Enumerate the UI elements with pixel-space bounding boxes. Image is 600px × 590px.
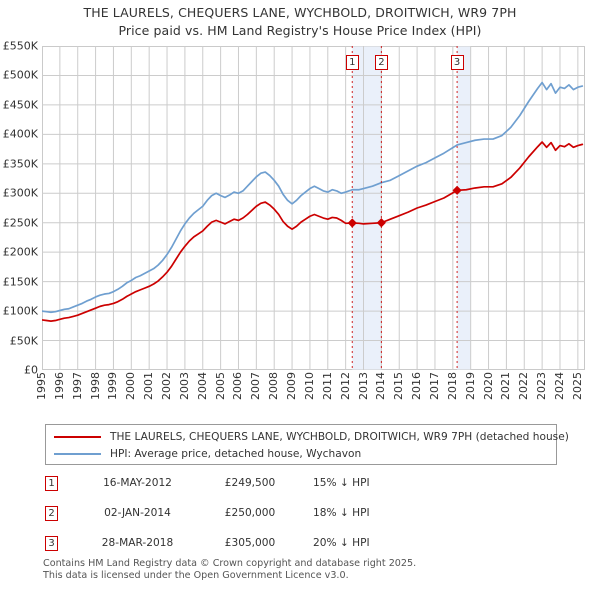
- y-axis-tick-label: £0: [24, 363, 38, 377]
- x-axis-tick-label: 2021: [499, 372, 513, 400]
- x-axis-tick-label: 2025: [570, 372, 584, 400]
- x-axis-tick-label: 2006: [231, 372, 245, 400]
- x-axis-tick-label: 1998: [88, 372, 102, 400]
- x-axis-tick-label: 2004: [195, 372, 209, 400]
- y-axis-labels: £0 £50K £100K £150K £200K £250K £300K £350K £400…: [0, 40, 38, 377]
- y-axis-tick-label: £50K: [9, 334, 38, 348]
- transaction-marker-1: 1: [45, 476, 58, 491]
- x-axis-tick-label: 2005: [213, 372, 227, 400]
- footer-attribution: Contains HM Land Registry data © Crown c…: [43, 558, 583, 581]
- x-axis-tick-label: 2022: [517, 372, 531, 400]
- x-axis-tick-label: 2020: [481, 372, 495, 400]
- legend-label-hpi: HPI: Average price, detached house, Wych…: [110, 447, 362, 460]
- transaction-date-1: 16-MAY-2012: [103, 477, 172, 489]
- x-axis-tick-label: 2015: [392, 372, 406, 400]
- chart-legend: THE LAURELS, CHEQUERS LANE, WYCHBOLD, DR…: [45, 424, 569, 465]
- y-axis-tick-label: £300K: [2, 186, 38, 200]
- plot-background: [42, 46, 585, 370]
- y-axis-tick-label: £450K: [2, 98, 38, 112]
- x-axis-tick-label: 2010: [302, 372, 316, 400]
- transaction-delta-2: 18% ↓ HPI: [313, 507, 370, 519]
- y-axis-tick-label: £250K: [2, 216, 38, 230]
- x-axis-tick-label: 2008: [267, 372, 281, 400]
- x-axis-tick-label: 1995: [35, 372, 48, 400]
- y-axis-tick-label: £100K: [2, 304, 38, 318]
- y-axis-tick-label: £550K: [2, 39, 38, 53]
- chart-marker-flag-3: 3: [450, 55, 464, 70]
- footer-line-2: This data is licensed under the Open Gov…: [43, 569, 349, 581]
- transaction-price-2: £250,000: [224, 507, 276, 519]
- price-history-chart: [42, 46, 585, 370]
- x-axis-tick-label: 2003: [177, 372, 191, 400]
- legend-swatch-hpi: [54, 452, 101, 455]
- y-axis-tick-label: £350K: [2, 157, 38, 171]
- x-axis-tick-label: 1996: [52, 372, 66, 400]
- x-axis-tick-label: 1997: [70, 372, 84, 400]
- x-axis-tick-label: 2024: [552, 372, 566, 400]
- x-axis-labels: 1995 1996 1997 1998 1999 2000 2001 2002 2003 2004…: [35, 372, 585, 408]
- x-axis-tick-label: 1999: [106, 372, 120, 400]
- chart-marker-flag-1: 1: [345, 55, 359, 70]
- transaction-date-3: 28-MAR-2018: [101, 537, 174, 549]
- legend-item-property: THE LAURELS, CHEQUERS LANE, WYCHBOLD, DR…: [54, 428, 569, 445]
- y-axis-tick-label: £150K: [2, 275, 38, 289]
- transaction-marker-3: 3: [45, 536, 58, 551]
- x-axis-tick-label: 2017: [427, 372, 441, 400]
- x-axis-tick-label: 2009: [285, 372, 299, 400]
- y-axis-tick-label: £400K: [2, 127, 38, 141]
- chart-plot-area: [42, 46, 585, 370]
- footer-line-1: Contains HM Land Registry data © Crown c…: [43, 558, 417, 569]
- transaction-price-1: £249,500: [224, 477, 276, 489]
- x-axis-tick-label: 2002: [160, 372, 174, 400]
- legend-swatch-property: [54, 435, 101, 438]
- x-axis-tick-label: 2013: [356, 372, 370, 400]
- x-axis-tick-label: 2011: [320, 372, 334, 400]
- x-axis-tick-label: 2014: [374, 372, 388, 400]
- y-axis-tick-label: £500K: [2, 68, 38, 82]
- x-axis-tick-label: 2007: [249, 372, 263, 400]
- page-subtitle: Price paid vs. HM Land Registry's House …: [118, 23, 482, 38]
- x-axis-tick-label: 2012: [338, 372, 352, 400]
- x-axis-tick-label: 2000: [124, 372, 138, 400]
- chart-marker-flag-2: 2: [374, 55, 388, 70]
- transaction-delta-1: 15% ↓ HPI: [313, 477, 370, 489]
- transaction-marker-2: 2: [45, 506, 58, 521]
- x-axis-tick-label: 2023: [535, 372, 549, 400]
- chart-title-block: THE LAURELS, CHEQUERS LANE, WYCHBOLD, DR…: [0, 4, 600, 40]
- x-axis-tick-label: 2019: [463, 372, 477, 400]
- x-axis-tick-label: 2001: [142, 372, 156, 400]
- x-axis-tick-label: 2018: [445, 372, 459, 400]
- legend-item-hpi: HPI: Average price, detached house, Wych…: [54, 445, 361, 462]
- transaction-delta-3: 20% ↓ HPI: [313, 537, 370, 549]
- legend-label-property: THE LAURELS, CHEQUERS LANE, WYCHBOLD, DR…: [110, 430, 569, 443]
- x-axis-tick-label: 2016: [410, 372, 424, 400]
- y-axis-tick-label: £200K: [2, 245, 38, 259]
- transaction-price-3: £305,000: [224, 537, 276, 549]
- transaction-date-2: 02-JAN-2014: [104, 507, 171, 519]
- page-title: THE LAURELS, CHEQUERS LANE, WYCHBOLD, DR…: [83, 5, 517, 20]
